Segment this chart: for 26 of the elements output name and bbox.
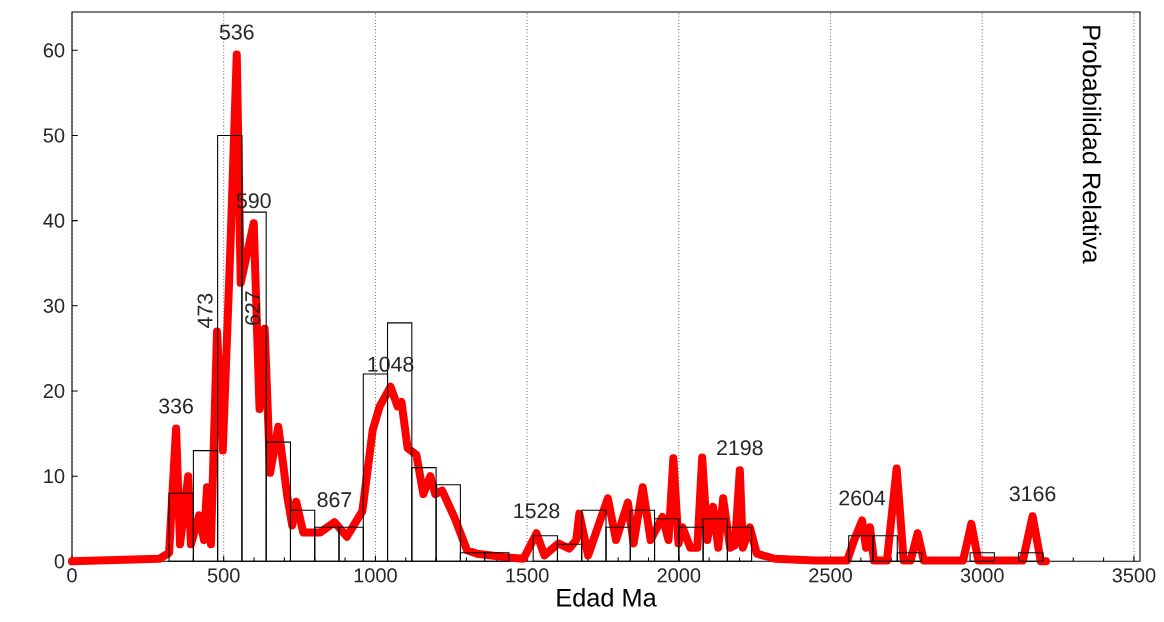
- annotation: 867: [317, 492, 352, 508]
- annotation: 2604: [839, 490, 886, 506]
- y-tick-label: 50: [43, 128, 65, 143]
- annotation: 1528: [514, 503, 560, 519]
- annotation: 2198: [717, 440, 763, 456]
- x-tick-label: 3000: [960, 568, 1004, 583]
- annotation: 536: [219, 24, 254, 40]
- annotation: 3166: [1009, 486, 1056, 502]
- x-axis-title: Edad Ma: [557, 588, 657, 607]
- y-tick-label: 60: [43, 43, 65, 58]
- x-tick-label: 2000: [657, 568, 701, 583]
- x-tick-label: 500: [207, 568, 240, 583]
- annotation: 336: [159, 398, 193, 414]
- annotation: 473: [197, 293, 213, 328]
- x-tick-label: 1500: [506, 568, 549, 583]
- y-tick-label: 20: [43, 383, 65, 399]
- x-tick-label: 1000: [354, 568, 397, 583]
- y-tick-label: 30: [43, 298, 65, 313]
- y-tick-label: 10: [44, 469, 65, 484]
- x-tick-label: 3500: [1112, 568, 1156, 583]
- x-tick-label: 0: [67, 568, 77, 583]
- x-tick-label: 2500: [809, 568, 852, 583]
- annotation: 627: [245, 291, 261, 325]
- y-tick-label: 0: [54, 554, 65, 569]
- y-axis-title: Probabilidad Relativa: [1082, 26, 1102, 264]
- y-tick-label: 40: [43, 213, 65, 228]
